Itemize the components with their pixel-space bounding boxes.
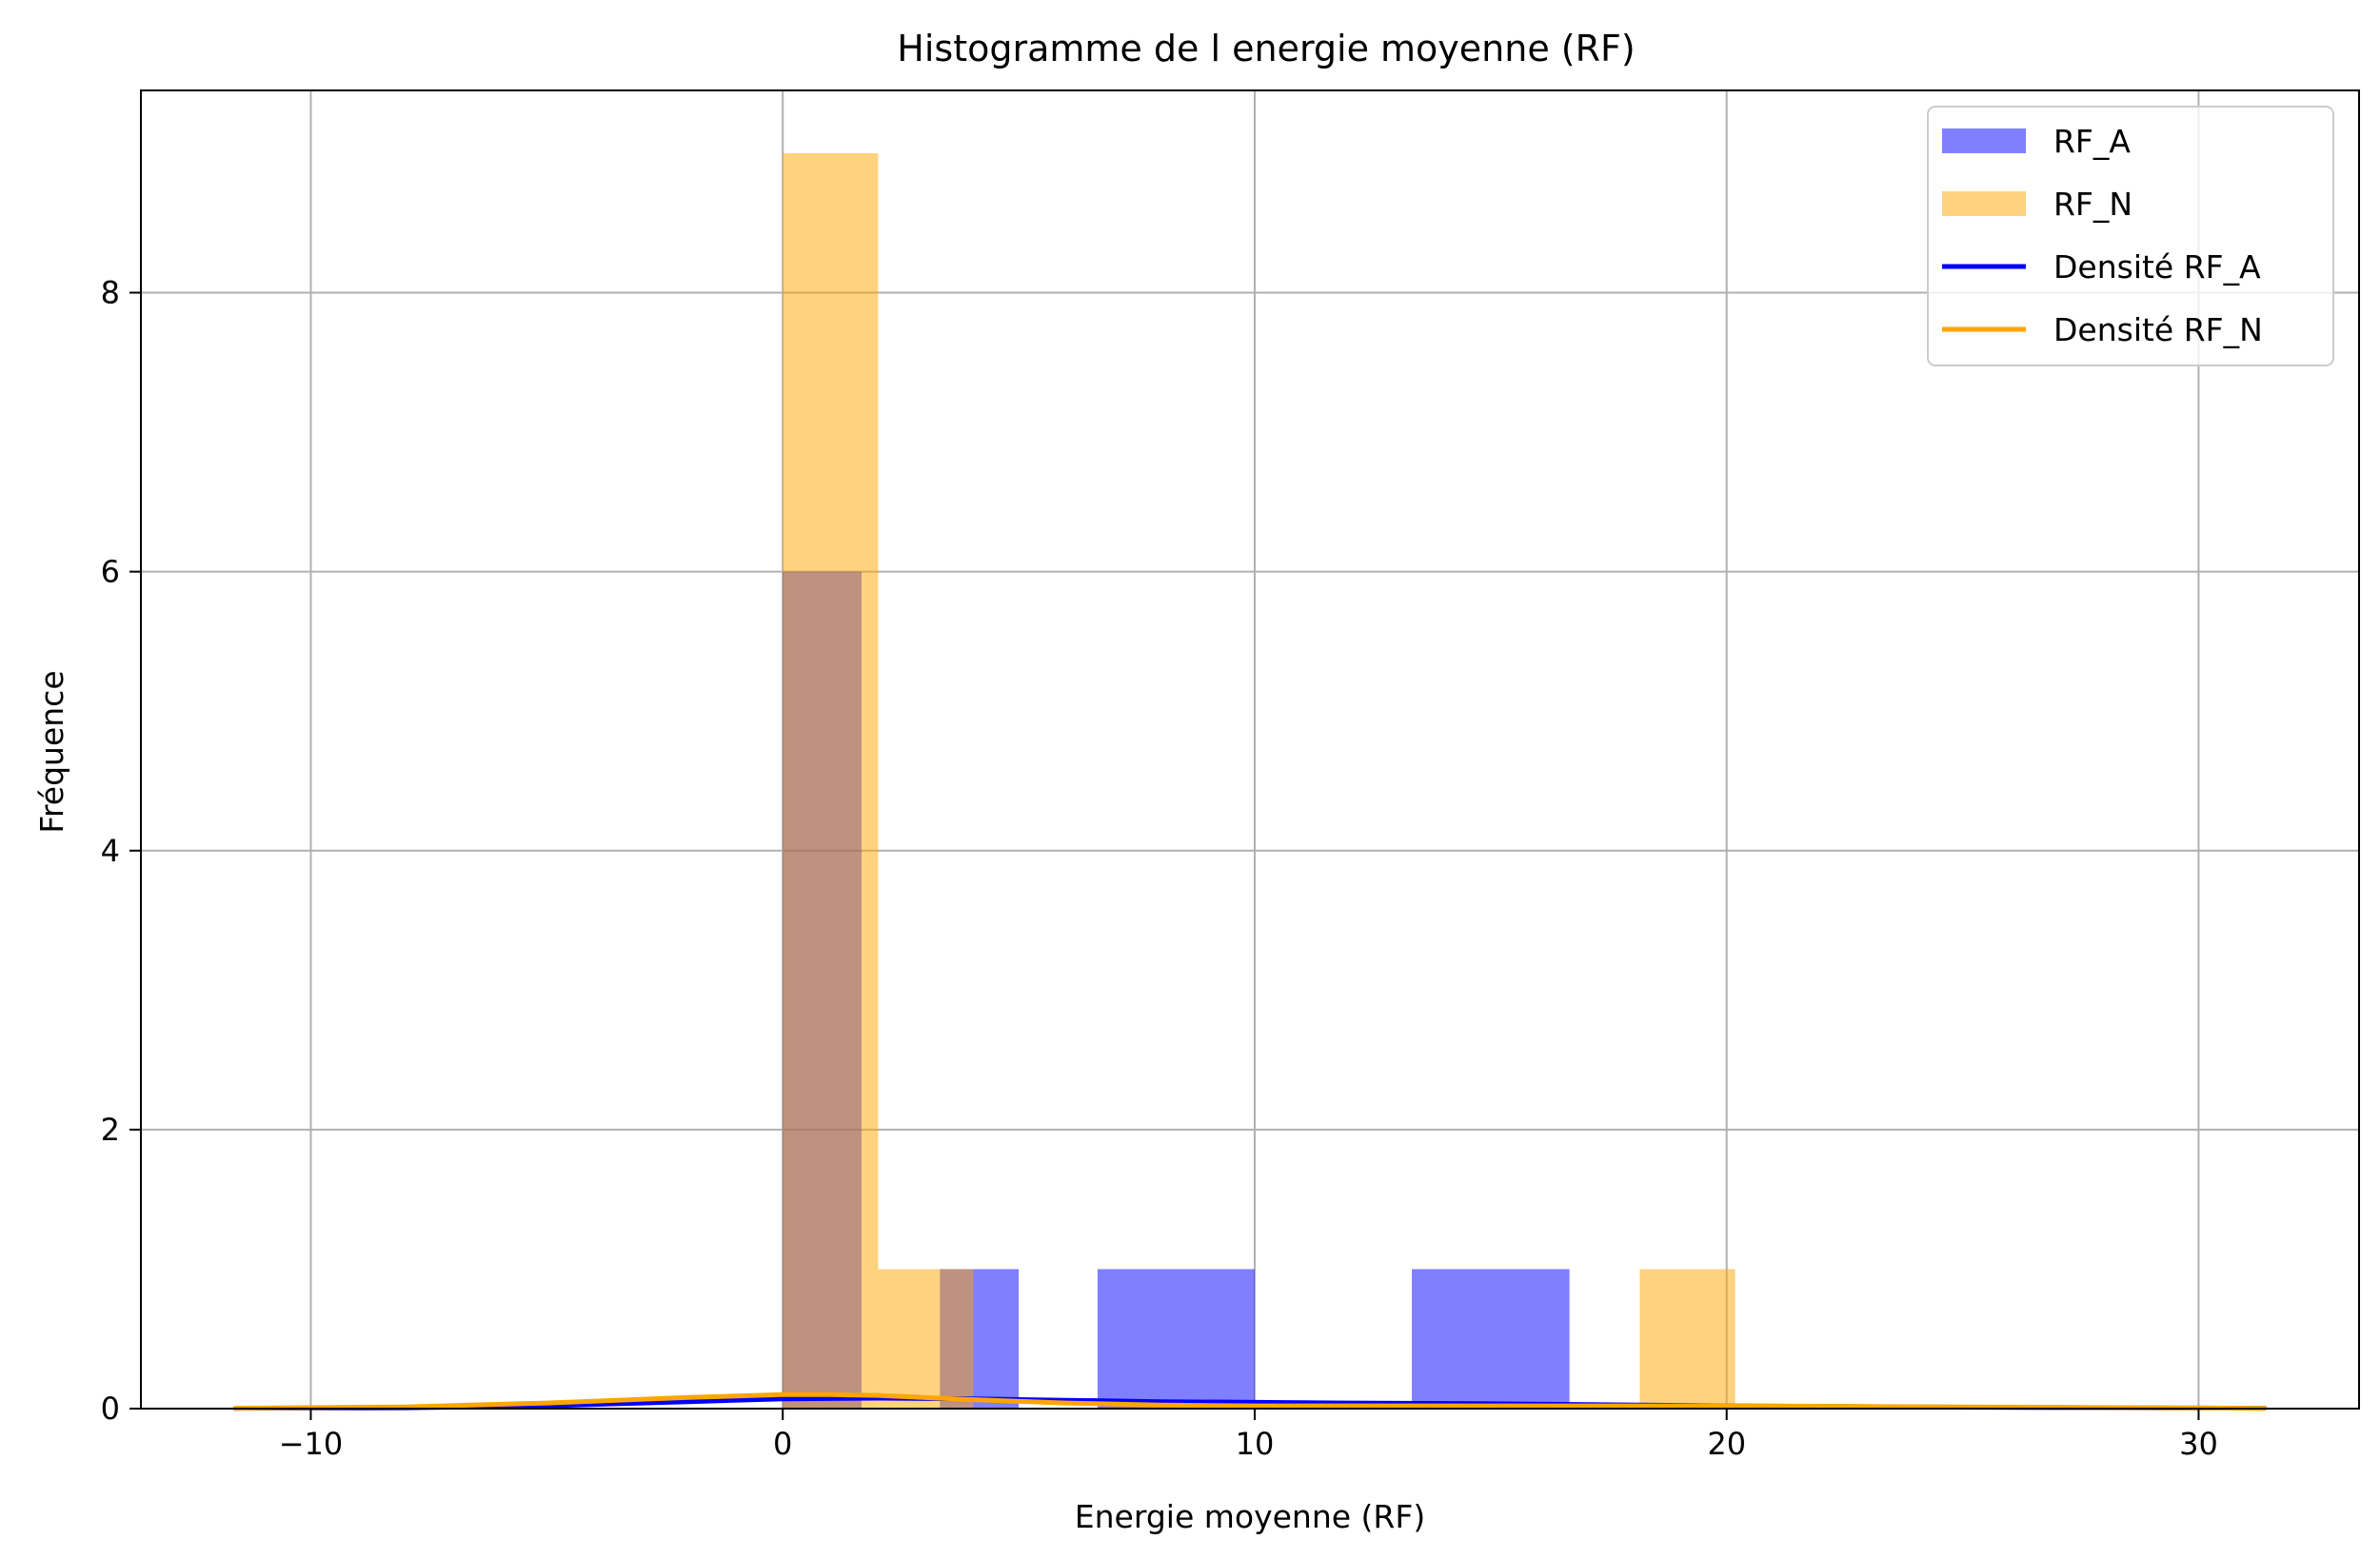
plot-frame: [140, 89, 2360, 1410]
legend-label: RF_N: [2053, 186, 2132, 223]
histogram-bar-rf-n: [783, 152, 879, 1409]
x-tick-label: 0: [773, 1426, 792, 1462]
density-lines: [232, 1391, 2268, 1411]
histogram-bar-rf-a: [1412, 1269, 1570, 1409]
legend-swatch: [1942, 191, 2026, 216]
legend-label: Densité RF_N: [2053, 311, 2263, 348]
density-line-densit-rf-n: [232, 1391, 2268, 1411]
y-tick-label: 4: [101, 833, 120, 869]
y-tick-label: 8: [101, 275, 120, 311]
x-tick-label: 30: [2179, 1426, 2218, 1462]
y-tick-label: 0: [101, 1391, 120, 1427]
x-tick-label: −10: [279, 1426, 344, 1462]
legend-label: RF_A: [2053, 123, 2131, 160]
histogram-bar-rf-n: [878, 1269, 974, 1409]
chart-title: Histogramme de l energie moyenne (RF): [897, 28, 1635, 69]
y-tick-label: 2: [101, 1112, 120, 1148]
histogram-bar-rf-n: [1639, 1269, 1735, 1409]
axis-ticks: −10 0 10 20 30 0 2 4 6 8: [101, 275, 2218, 1462]
x-axis-label: Energie moyenne (RF): [1075, 1498, 1425, 1535]
legend-box: [1927, 106, 2334, 366]
legend: RF_A RF_N Densité RF_A Densité RF_N: [1927, 106, 2334, 366]
y-tick-label: 6: [101, 554, 120, 590]
y-axis-label: Fréquence: [33, 670, 70, 833]
x-tick-label: 10: [1236, 1426, 1275, 1462]
x-tick-label: 20: [1707, 1426, 1746, 1462]
legend-label: Densité RF_A: [2053, 248, 2261, 286]
histogram-bar-rf-a: [1097, 1269, 1255, 1409]
legend-swatch: [1942, 128, 2026, 153]
histogram-bars: [783, 152, 1735, 1409]
